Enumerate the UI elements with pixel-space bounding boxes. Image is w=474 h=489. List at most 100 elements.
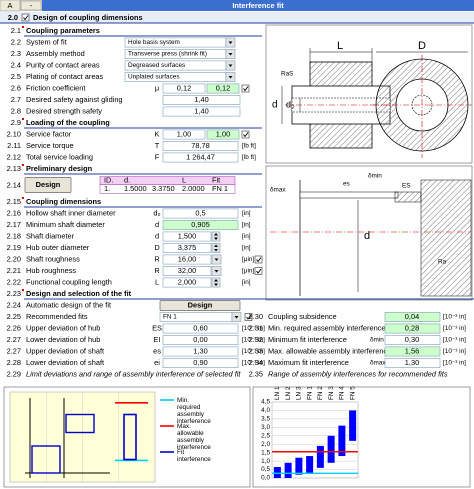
row-label: Coupling subsidence [268, 312, 337, 321]
hub-tolerance [31, 445, 61, 474]
select-value: FN 1 [163, 314, 177, 321]
row-label: Lower deviation of hub [26, 335, 100, 344]
input-cell[interactable] [162, 358, 239, 368]
row-label: Hub outer diameter [26, 243, 90, 252]
input-cell[interactable] [162, 231, 212, 242]
value: 0,60 [193, 323, 207, 332]
row-number: 2.13 [7, 164, 21, 173]
spin-button[interactable] [211, 277, 221, 288]
row-number: 2.6 [11, 83, 21, 92]
check [243, 86, 249, 92]
shaft-tolerance [65, 413, 95, 434]
collapse-button[interactable] [20, 0, 42, 11]
input-cell[interactable] [162, 220, 239, 230]
input-cell[interactable] [162, 243, 212, 253]
symbol: EI [154, 335, 161, 344]
input-cell[interactable] [162, 323, 239, 334]
y-tick-label: 2,5 [261, 432, 270, 439]
arrow [214, 244, 218, 252]
bar [349, 410, 357, 441]
row-label: Plating of contact areas [26, 72, 104, 81]
value: 0,905 [191, 220, 210, 229]
symbol: δmax [370, 360, 386, 367]
checkbox[interactable] [244, 313, 253, 321]
input-cell [206, 129, 240, 140]
row-label: Upper deviation of shaft [26, 346, 104, 355]
value: 1,500 [178, 231, 197, 240]
value: 1 264,47 [186, 152, 215, 161]
input-cell[interactable] [162, 335, 239, 345]
select-value: Transverse press (shrink fit) [128, 51, 207, 58]
input-cell[interactable] [162, 254, 212, 265]
input-cell[interactable] [162, 129, 206, 140]
value: 0,12 [216, 83, 230, 92]
label-ES: ES [402, 183, 411, 190]
label-ras: RaS [281, 71, 293, 78]
button-label: Design [188, 300, 213, 309]
select-value: Unplated surfaces [128, 74, 180, 81]
row-label: Purity of contact areas [26, 60, 100, 69]
row-number: 2.11 [7, 141, 21, 150]
section-checkbox[interactable] [21, 13, 30, 22]
y-tick-label: 0,0 [261, 475, 270, 482]
unit: [10⁻³ in] [443, 325, 466, 332]
value: 0,28 [405, 323, 419, 332]
arrow [214, 270, 219, 273]
row-number: 2.18 [7, 231, 21, 240]
input-cell[interactable] [162, 208, 239, 219]
value: 0,00 [193, 335, 207, 344]
input-cell[interactable] [162, 266, 212, 276]
checkbox[interactable] [241, 130, 250, 139]
input-cell[interactable] [162, 83, 206, 94]
symbol: T [155, 141, 160, 150]
button[interactable] [159, 300, 241, 311]
value: 16,00 [178, 254, 197, 263]
spin-button[interactable] [211, 243, 221, 253]
unit: [in] [242, 233, 251, 240]
section-title: Coupling dimensions [26, 197, 101, 206]
section-title: Loading of the coupling [26, 118, 110, 127]
checkbox[interactable] [241, 84, 250, 93]
spin-button[interactable] [211, 231, 221, 242]
row-number: 2.26 [7, 323, 21, 332]
checkbox[interactable] [254, 255, 263, 264]
value: 1,40 [194, 95, 208, 104]
cell-label: A [8, 1, 13, 10]
row-number: 2.16 [7, 208, 21, 217]
table-header-cell: Fit [212, 175, 220, 184]
input-cell[interactable] [162, 152, 239, 163]
input-cell[interactable] [162, 277, 212, 288]
symbol: d [155, 231, 159, 240]
label-d: d [272, 100, 278, 111]
y-tick-label: 3,5 [261, 416, 270, 423]
row-number: 2.1 [11, 26, 21, 35]
row-label: Min. required assembly interference [268, 323, 385, 332]
symbol: F [155, 152, 160, 161]
symbol: L [155, 277, 159, 286]
input-cell[interactable] [162, 346, 239, 357]
symbol: R [154, 266, 159, 275]
button-label: Design [36, 180, 61, 189]
bar [327, 435, 335, 463]
check [256, 268, 262, 274]
button[interactable] [24, 177, 72, 193]
symbol: es [153, 346, 161, 355]
unit: [lb ft] [242, 154, 256, 161]
symbol: δmin [370, 337, 384, 344]
checkbox[interactable] [254, 267, 263, 275]
input-cell[interactable] [162, 106, 241, 117]
row-label: Minimum fit interference [268, 335, 347, 344]
cell-a[interactable] [0, 0, 21, 12]
unit: [10⁻³ in] [242, 337, 265, 344]
input-cell[interactable] [162, 141, 239, 151]
value: 2,000 [178, 277, 197, 286]
unit: [10⁻³ in] [443, 348, 466, 355]
label-ra: Ra [438, 259, 447, 266]
hub-zone [394, 191, 422, 203]
input-cell[interactable] [162, 95, 241, 105]
check [246, 314, 252, 320]
table-row[interactable] [99, 184, 236, 194]
unit: [in] [242, 279, 251, 286]
label-l: L [337, 40, 343, 52]
